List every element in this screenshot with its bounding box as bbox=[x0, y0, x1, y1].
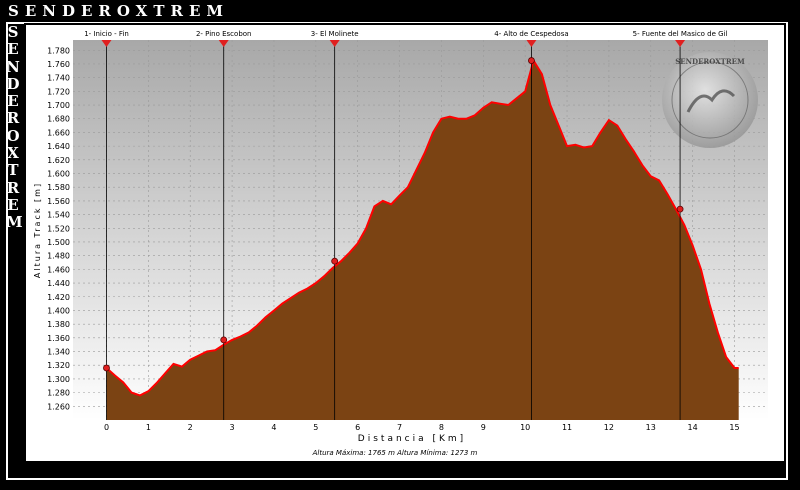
axis-ticks: 1.260 1.280 1.300 1.320 1.340 1.360 1.380 1.400… bbox=[47, 46, 740, 432]
waypoint-markers: 1- Inicio - Fin 2- Pino Escobon 3- El Moli… bbox=[84, 30, 728, 420]
x-tick-label: 15 bbox=[729, 423, 739, 432]
x-tick-label: 8 bbox=[439, 423, 444, 432]
x-tick-label: 6 bbox=[355, 423, 360, 432]
waypoint-flag-icon bbox=[218, 40, 229, 47]
waypoint-label: 1- Inicio - Fin bbox=[84, 30, 129, 38]
y-tick-label: 1.580 bbox=[47, 183, 70, 192]
y-tick-label: 1.520 bbox=[47, 224, 70, 233]
x-tick-label: 14 bbox=[688, 423, 698, 432]
x-tick-label: 10 bbox=[520, 423, 530, 432]
waypoint-dot bbox=[676, 205, 684, 213]
x-tick-label: 7 bbox=[397, 423, 402, 432]
y-tick-label: 1.620 bbox=[47, 156, 70, 165]
x-tick-label: 12 bbox=[604, 423, 614, 432]
waypoint-dot bbox=[331, 257, 339, 265]
y-axis-label: Altura Track [m] bbox=[33, 182, 42, 278]
x-tick-label: 9 bbox=[481, 423, 486, 432]
logo-seal: SENDEROXTREM bbox=[662, 52, 758, 148]
waypoint-dot bbox=[528, 57, 535, 64]
waypoint-label: 5- Fuente del Masico de Gil bbox=[633, 30, 728, 38]
waypoint-label: 3- El Molinete bbox=[311, 30, 359, 38]
elevation-stats: Altura Máxima: 1765 m Altura Mínima: 127… bbox=[312, 449, 478, 457]
y-tick-label: 1.660 bbox=[47, 128, 70, 137]
brand-title: SENDEROXTREM bbox=[8, 2, 229, 20]
y-tick-label: 1.700 bbox=[47, 101, 70, 110]
y-tick-label: 1.500 bbox=[47, 238, 70, 247]
y-tick-label: 1.420 bbox=[47, 293, 70, 302]
y-tick-label: 1.460 bbox=[47, 265, 70, 274]
waypoint-label: 2- Pino Escobon bbox=[196, 30, 252, 38]
waypoint-flag-icon bbox=[101, 40, 112, 47]
x-tick-label: 5 bbox=[313, 423, 318, 432]
x-axis-label: Distancia [Km] bbox=[358, 434, 466, 444]
waypoint-flag-icon bbox=[526, 40, 537, 47]
y-tick-label: 1.380 bbox=[47, 320, 70, 329]
waypoint-flag-icon bbox=[329, 40, 340, 47]
x-tick-label: 4 bbox=[271, 423, 276, 432]
x-tick-label: 1 bbox=[146, 423, 151, 432]
x-tick-label: 13 bbox=[646, 423, 656, 432]
y-tick-label: 1.680 bbox=[47, 115, 70, 124]
y-tick-label: 1.480 bbox=[47, 252, 70, 261]
y-tick-label: 1.360 bbox=[47, 334, 70, 343]
elevation-area bbox=[106, 60, 739, 420]
elevation-line bbox=[105, 57, 739, 397]
waypoint-label: 4- Alto de Cespedosa bbox=[494, 30, 568, 38]
y-tick-label: 1.640 bbox=[47, 142, 70, 151]
y-tick-label: 1.560 bbox=[47, 197, 70, 206]
x-tick-label: 3 bbox=[230, 423, 235, 432]
y-tick-label: 1.400 bbox=[47, 306, 70, 315]
x-tick-label: 0 bbox=[104, 423, 109, 432]
y-tick-label: 1.320 bbox=[47, 361, 70, 370]
x-tick-label: 2 bbox=[188, 423, 193, 432]
y-tick-label: 1.720 bbox=[47, 87, 70, 96]
y-tick-label: 1.260 bbox=[47, 402, 70, 411]
waypoint-dot bbox=[103, 364, 110, 372]
y-tick-label: 1.780 bbox=[47, 46, 70, 55]
y-tick-label: 1.300 bbox=[47, 375, 70, 384]
x-tick-label: 11 bbox=[562, 423, 572, 432]
y-tick-label: 1.540 bbox=[47, 211, 70, 220]
y-tick-label: 1.440 bbox=[47, 279, 70, 288]
waypoint-dot bbox=[220, 336, 228, 344]
y-tick-label: 1.600 bbox=[47, 170, 70, 179]
logo-text: SENDEROXTREM bbox=[675, 57, 745, 66]
waypoint-flag-icon bbox=[675, 40, 686, 47]
y-tick-label: 1.760 bbox=[47, 60, 70, 69]
brand-side-title: SENDEROXTREM bbox=[6, 23, 23, 232]
y-tick-label: 1.740 bbox=[47, 74, 70, 83]
y-tick-label: 1.280 bbox=[47, 389, 70, 398]
y-tick-label: 1.340 bbox=[47, 348, 70, 357]
